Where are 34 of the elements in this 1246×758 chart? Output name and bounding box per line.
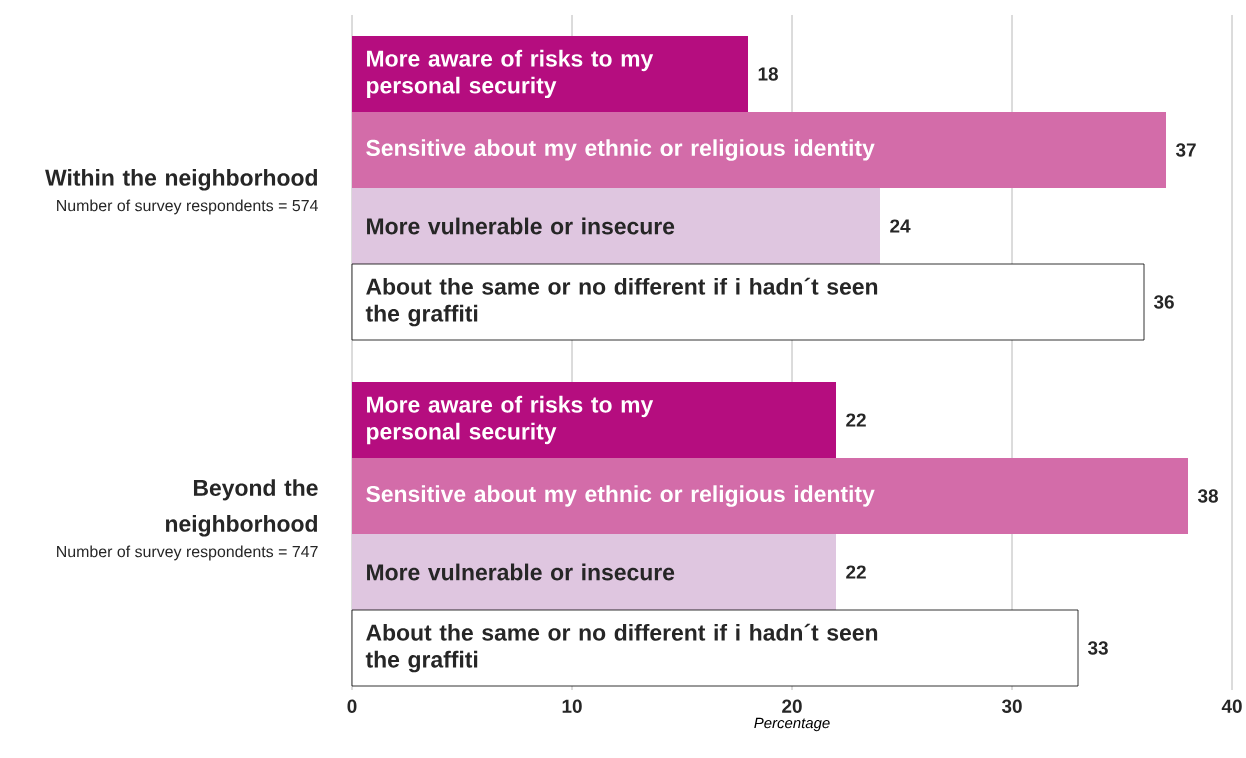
text: More aware of risks to my personal security — [367, 395, 654, 445]
data-label: 22 — [846, 565, 866, 579]
text: More vulnerable or insecure — [367, 563, 675, 581]
x-tick-label: 20 — [782, 699, 802, 713]
bar — [352, 534, 836, 611]
data-label: 38 — [1197, 489, 1218, 503]
data-label: 24 — [890, 219, 911, 233]
text: Number of survey respondents = 574 — [57, 199, 318, 215]
x-tick-label: 10 — [562, 699, 582, 713]
data-label: 37 — [1175, 143, 1196, 157]
bar — [352, 188, 880, 264]
text: About the same or no different if i hadn´t seen the graffiti — [365, 623, 878, 673]
text: Sensitive about my ethnic or religious identity — [366, 485, 875, 507]
bar — [351, 263, 1145, 341]
x-axis-title: Percentage — [754, 717, 830, 732]
x-tick-label: 0 — [347, 699, 357, 713]
bar — [351, 609, 1079, 687]
series-label: More vulnerable or insecure — [367, 217, 675, 235]
x-tick-label: 30 — [1001, 699, 1022, 713]
x-tick-label: 40 — [1221, 699, 1242, 713]
data-label: 18 — [758, 67, 778, 81]
series-label: More aware of risks to my personal security — [367, 49, 654, 99]
series-label: About the same or no different if i hadn´t seen the graffiti — [365, 277, 878, 327]
bar — [352, 382, 836, 458]
bar — [352, 112, 1166, 188]
y-tick-label: Beyond the neighborhood — [165, 479, 318, 537]
data-label: 36 — [1153, 295, 1174, 309]
bar — [352, 36, 748, 112]
series-label: Sensitive about my ethnic or religious identity — [366, 139, 875, 161]
text: Number of survey respondents = 747 — [57, 545, 318, 561]
data-label: 33 — [1087, 641, 1108, 655]
y-tick-label: Within the neighborhood — [45, 169, 317, 191]
data-label: 22 — [846, 413, 866, 427]
bar — [352, 458, 1188, 534]
